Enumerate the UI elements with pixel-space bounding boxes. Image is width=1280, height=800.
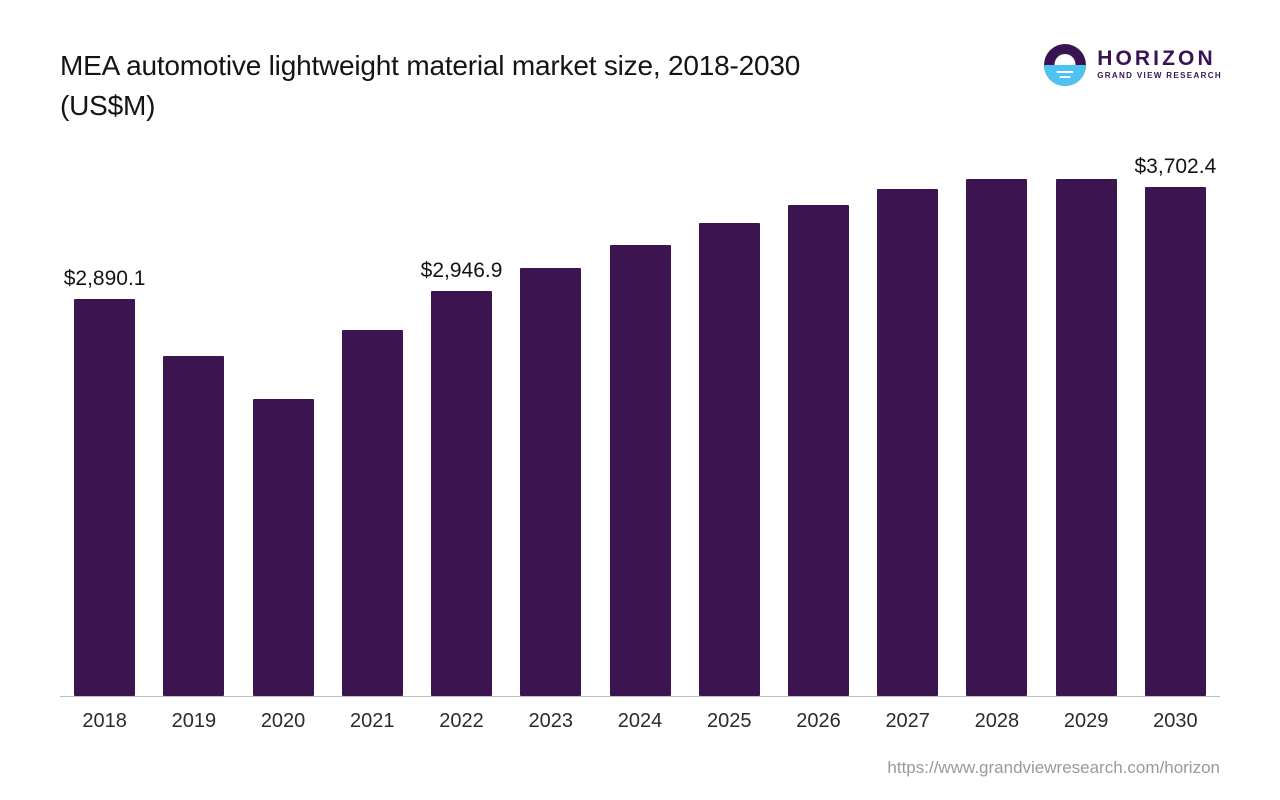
- x-axis-line: [60, 696, 1220, 697]
- x-tick-2023: 2023: [528, 710, 574, 732]
- bar-2019[interactable]: [163, 356, 225, 696]
- logo-ray-lower: [1059, 76, 1071, 78]
- logo-tagline: GRAND VIEW RESEARCH: [1097, 71, 1222, 80]
- bar-chart-plot-area: $2,890.1 $2,946.9 $3,702.4: [60, 140, 1220, 697]
- x-tick-2024: 2024: [617, 710, 663, 732]
- bar-2026[interactable]: [787, 204, 849, 696]
- bar-value-label-2018: $2,890.1: [63, 266, 146, 290]
- bar-2025[interactable]: [698, 222, 760, 696]
- source-url[interactable]: https://www.grandviewresearch.com/horizo…: [887, 758, 1220, 777]
- x-tick-2018: 2018: [82, 710, 127, 732]
- x-tick-2022: 2022: [439, 710, 484, 732]
- x-tick-2025: 2025: [706, 710, 752, 732]
- x-axis-tick-labels: 2018 2019 2020 2021 2022 2023 2024 2025 2026 2027…: [60, 710, 1220, 740]
- x-tick-2019: 2019: [171, 710, 217, 732]
- logo-brand-name: HORIZON: [1097, 47, 1216, 70]
- logo-sun-dome: [1054, 54, 1076, 65]
- x-tick-2027: 2027: [885, 710, 930, 732]
- bar-2024[interactable]: [609, 244, 671, 696]
- brand-logo: HORIZON GRAND VIEW RESEARCH: [1044, 44, 1222, 86]
- logo-ray-upper: [1056, 71, 1074, 73]
- bar-value-label-2022: $2,946.9: [420, 258, 503, 282]
- bar-2027[interactable]: [877, 188, 939, 696]
- x-tick-2020: 2020: [260, 710, 306, 732]
- bar-2028[interactable]: [966, 178, 1028, 696]
- x-tick-2021: 2021: [350, 710, 395, 732]
- bar-2030[interactable]: [1144, 186, 1206, 696]
- bar-value-label-2030: $3,702.4: [1134, 154, 1217, 178]
- x-tick-2029: 2029: [1063, 710, 1109, 732]
- x-tick-2028: 2028: [974, 710, 1020, 732]
- bar-2029[interactable]: [1055, 178, 1117, 696]
- bar-2023[interactable]: [520, 267, 582, 696]
- bar-2020[interactable]: [252, 399, 314, 696]
- bar-2021[interactable]: [341, 330, 403, 696]
- logo-wordmark: HORIZON GRAND VIEW RESEARCH: [1097, 48, 1222, 82]
- logo-water-half: [1044, 65, 1087, 86]
- horizon-sunset-icon: [1044, 44, 1087, 86]
- bar-2018[interactable]: [74, 298, 136, 696]
- x-tick-2026: 2026: [796, 710, 841, 732]
- x-tick-2030: 2030: [1153, 710, 1198, 732]
- bar-2022[interactable]: [431, 290, 493, 696]
- page-title: MEA automotive lightweight material mark…: [60, 50, 801, 121]
